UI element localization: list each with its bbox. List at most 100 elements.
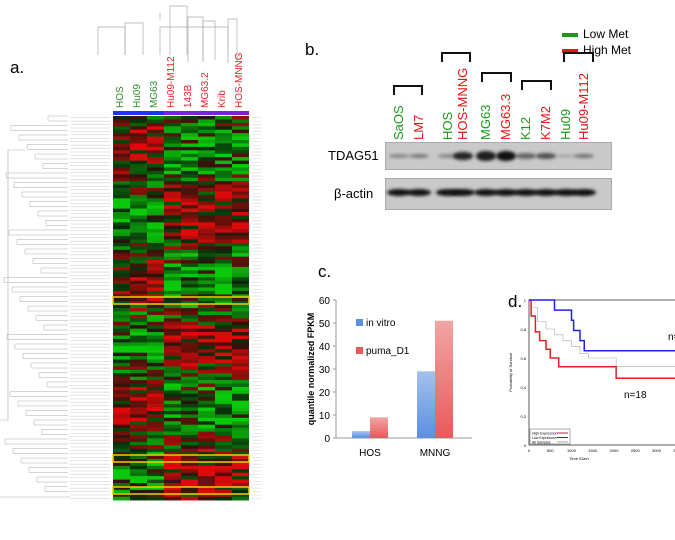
heatmap-cell	[181, 170, 198, 175]
heatmap-cell	[232, 181, 249, 185]
heatmap-cell	[232, 328, 249, 333]
heatmap-cell	[113, 174, 130, 179]
heatmap-cell	[215, 434, 232, 439]
heatmap-cell	[198, 311, 215, 316]
heatmap-cell	[198, 462, 215, 467]
heatmap-cell	[164, 174, 181, 179]
heatmap-cell	[232, 448, 249, 453]
heatmap-cell	[130, 376, 147, 381]
heatmap-cell	[147, 153, 164, 158]
heatmap-cell	[232, 225, 249, 230]
bar-in-vitro	[352, 431, 370, 438]
heatmap-cell	[198, 428, 215, 432]
heatmap-cell	[232, 407, 249, 412]
heatmap-cell	[198, 325, 215, 329]
heatmap-cell	[198, 218, 215, 223]
heatmap-cell	[113, 191, 130, 196]
heatmap-cell	[147, 410, 164, 415]
heatmap-cell	[232, 445, 249, 450]
heatmap-cell	[181, 380, 198, 384]
y-tick-label: 0.2	[520, 414, 526, 419]
heatmap-cell	[198, 465, 215, 470]
heatmap-cell	[181, 225, 198, 230]
heatmap-cell	[113, 352, 130, 357]
heatmap-cell	[198, 318, 215, 323]
y-tick-label: 0.8	[520, 327, 526, 332]
heatmap-cell	[181, 335, 198, 340]
heatmap-cell	[113, 438, 130, 443]
heatmap-cell	[198, 225, 215, 230]
heatmap-cell	[198, 273, 215, 278]
heatmap-cell	[130, 404, 147, 408]
lane-label: LM7	[411, 114, 426, 140]
heatmap-cell	[113, 445, 130, 450]
tdag51-band	[389, 154, 409, 158]
heatmap-cell	[198, 489, 215, 494]
heatmap-cell	[130, 380, 147, 384]
heatmap-cell	[130, 352, 147, 357]
heatmap-cell	[147, 342, 164, 347]
heatmap-cell	[181, 386, 198, 391]
heatmap-cell	[198, 177, 215, 182]
heatmap-cell	[164, 205, 181, 209]
heatmap-cell	[198, 459, 215, 463]
heatmap-cell	[113, 140, 130, 144]
heatmap-cell	[198, 380, 215, 384]
heatmap-cell	[113, 146, 130, 151]
heatmap-cell	[130, 314, 147, 319]
heatmap-cell	[130, 225, 147, 230]
heatmap-cell	[232, 177, 249, 182]
heatmap-cell	[232, 366, 249, 371]
heatmap-cell	[130, 356, 147, 360]
heatmap-cell	[147, 194, 164, 199]
heatmap-cell	[130, 393, 147, 398]
heatmap-cell	[113, 369, 130, 374]
heatmap-cell	[130, 438, 147, 443]
plot-frame	[528, 299, 675, 446]
dendrogram-branch	[34, 153, 68, 160]
heatmap-cell	[164, 472, 181, 477]
heatmap-cell	[147, 421, 164, 425]
heatmap-cell	[215, 164, 232, 168]
heatmap-cell	[181, 208, 198, 213]
heatmap-cell	[164, 229, 181, 233]
heatmap-cell	[130, 290, 147, 295]
heatmap-cell	[113, 424, 130, 429]
heatmap-cell	[147, 376, 164, 381]
heatmap-cell	[164, 287, 181, 292]
heatmap-cell	[232, 397, 249, 401]
heatmap-cell	[181, 194, 198, 199]
heatmap-cell	[181, 119, 198, 124]
heatmap-cell	[147, 239, 164, 244]
row-label-tdag51: TDAG51	[328, 148, 379, 163]
heatmap-cell	[147, 191, 164, 196]
legend-swatch-high	[562, 49, 578, 53]
heatmap-cell	[232, 400, 249, 405]
tdag51-band	[516, 153, 536, 159]
heatmap-cell	[181, 489, 198, 494]
heatmap-cell	[232, 188, 249, 192]
heatmap-cell	[147, 496, 164, 501]
heatmap-cell	[130, 359, 147, 364]
heatmap-cell	[164, 208, 181, 213]
heatmap-cell	[198, 246, 215, 251]
heatmap-cell	[181, 311, 198, 316]
heatmap-cell	[215, 352, 232, 357]
heatmap-cell	[130, 414, 147, 419]
heatmap-cell	[147, 280, 164, 285]
heatmap-cell	[198, 308, 215, 312]
tdag51-band	[536, 152, 556, 160]
heatmap-cell	[164, 386, 181, 391]
heatmap-cell	[164, 150, 181, 155]
heatmap-cell	[198, 342, 215, 347]
heatmap-cell	[147, 356, 164, 360]
heatmap-cell	[215, 122, 232, 127]
heatmap-cell	[181, 174, 198, 179]
dendrogram-branch	[227, 18, 238, 63]
heatmap-cell	[198, 140, 215, 144]
tdag51-band	[453, 151, 473, 161]
dendrogram-branch	[14, 343, 68, 350]
heatmap-cell	[232, 146, 249, 151]
dendrogram-branch	[3, 277, 68, 283]
heatmap-cell	[215, 438, 232, 443]
